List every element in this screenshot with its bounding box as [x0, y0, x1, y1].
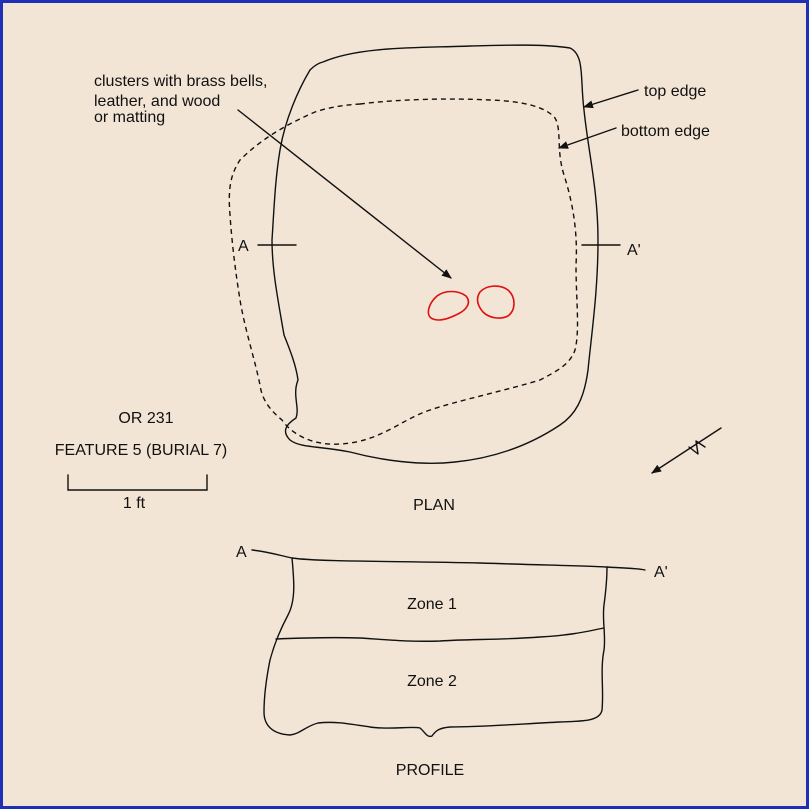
- artifact-cluster-left: [427, 290, 470, 321]
- bottom-edge-callout: bottom edge: [621, 123, 710, 140]
- scale-bar: [67, 474, 208, 491]
- scale-bar-label: 1 ft: [123, 495, 146, 512]
- bottom-edge-outline: [228, 98, 579, 445]
- profile-ground-surface: [251, 549, 646, 571]
- zone-2-label: Zone 2: [407, 673, 457, 690]
- feature-title: FEATURE 5 (BURIAL 7): [55, 442, 227, 459]
- cluster-callout-line-2: leather, and wood: [94, 93, 220, 110]
- cluster-callout-line-3: or matting: [94, 109, 165, 126]
- profile-section-label-right: A': [654, 564, 668, 581]
- artifact-cluster-right: [476, 285, 515, 319]
- profile-view-label: PROFILE: [396, 762, 464, 779]
- profile-view: A A' Zone 1 Zone 2 PROFILE: [236, 544, 668, 779]
- plan-section-label-left: A: [238, 238, 249, 255]
- zone-boundary: [275, 627, 605, 642]
- north-arrow-icon: [651, 427, 722, 474]
- zone-1-label: Zone 1: [407, 596, 457, 613]
- site-number: OR 231: [118, 410, 173, 427]
- cluster-leader-arrow: [237, 109, 452, 279]
- profile-section-label-left: A: [236, 544, 247, 561]
- bottom-edge-leader-arrow: [558, 127, 617, 149]
- cluster-callout-line-1: clusters with brass bells,: [94, 73, 267, 90]
- plan-view-label: PLAN: [413, 497, 455, 514]
- top-edge-leader-arrow: [583, 89, 639, 109]
- profile-outline: [263, 557, 608, 738]
- plan-view: A A' clusters with brass bells, leather,…: [55, 44, 722, 514]
- top-edge-callout: top edge: [644, 83, 706, 100]
- top-edge-outline: [271, 44, 599, 464]
- burial-feature-diagram: A A' clusters with brass bells, leather,…: [55, 44, 722, 779]
- plan-section-label-right: A': [627, 242, 641, 259]
